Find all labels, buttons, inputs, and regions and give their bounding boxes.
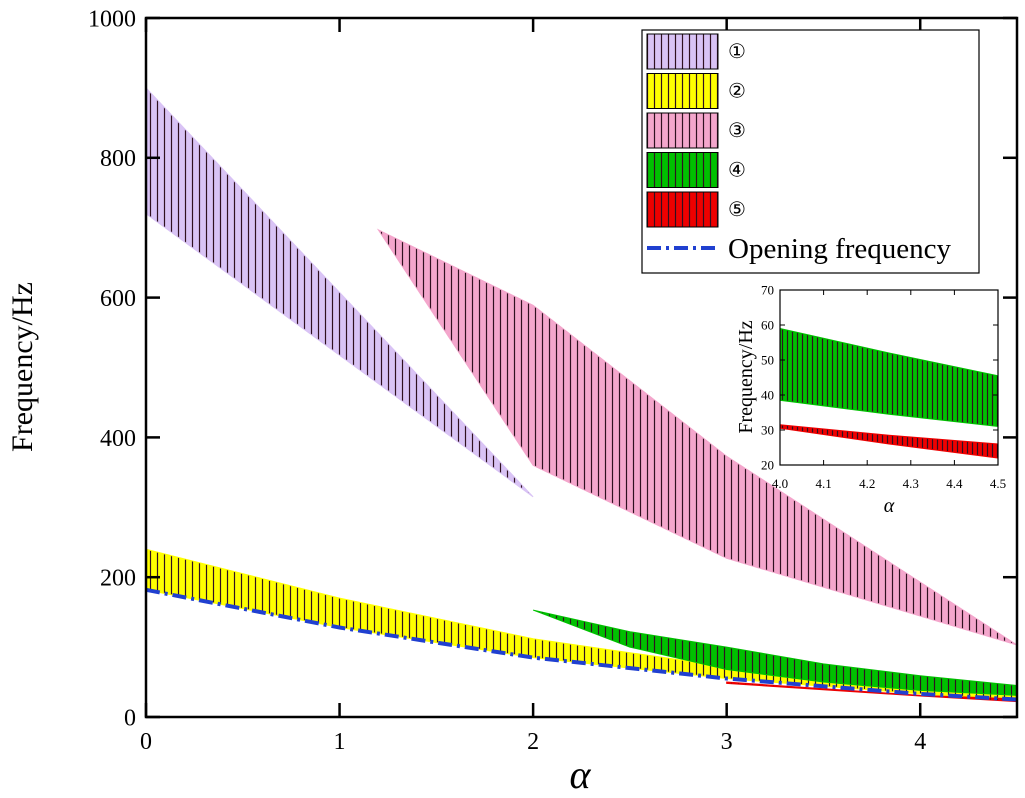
x-tick-label: 4.3 — [903, 476, 919, 491]
x-tick-label: 0 — [140, 729, 152, 755]
y-tick-label: 800 — [100, 146, 136, 172]
y-tick-label: 1000 — [88, 6, 136, 32]
x-tick-label: 1 — [334, 729, 346, 755]
legend-swatch — [646, 152, 719, 188]
y-tick-label: 20 — [761, 458, 774, 473]
x-tick-label: 4 — [914, 729, 926, 755]
y-tick-label: 70 — [761, 283, 774, 298]
legend-label: ② — [728, 81, 746, 103]
inset-chart: 4.0 4.1 4.2 4.3 4.4 4.5 20 30 40 50 60 70 Frequency/… — [735, 283, 1006, 517]
legend-box — [641, 29, 980, 274]
legend-label: Opening frequency — [728, 233, 952, 265]
y-tick-label: 40 — [761, 388, 774, 403]
inset-y-axis-label: Frequency/Hz — [735, 320, 757, 433]
y-axis-label: Frequency/Hz — [6, 282, 39, 452]
legend-label: ⑤ — [728, 199, 746, 221]
band-④ — [779, 327, 999, 428]
x-axis-label: α — [570, 752, 592, 797]
legend-label: ④ — [728, 160, 746, 182]
band-⑤ — [779, 424, 999, 459]
y-tick-label: 60 — [761, 318, 774, 333]
x-tick-label: 3 — [721, 729, 733, 755]
opening-frequency-line — [145, 587, 1018, 702]
plot-frame — [144, 16, 1019, 719]
x-tick-label: 4.0 — [772, 476, 788, 491]
inset-x-axis-label: α — [884, 495, 895, 517]
legend-label: ① — [728, 41, 746, 63]
y-tick-label: 30 — [761, 423, 774, 438]
x-tick-label: 2 — [527, 729, 539, 755]
legend-swatch — [646, 191, 719, 228]
legend-swatch — [646, 112, 719, 149]
x-tick-label: 4.2 — [859, 476, 875, 491]
legend-swatch — [646, 33, 719, 70]
y-tick-label: 600 — [100, 286, 136, 312]
y-tick-label: 50 — [761, 353, 774, 368]
legend-swatch — [646, 73, 719, 109]
x-tick-label: 4.5 — [990, 476, 1006, 491]
legend: ① ② ③ ④ ⑤ Opening frequency — [641, 29, 980, 274]
y-tick-label: 200 — [100, 566, 136, 592]
y-tick-label: 0 — [124, 705, 136, 731]
legend-label: ③ — [728, 120, 746, 142]
x-tick-label: 4.1 — [815, 476, 831, 491]
plot-frame — [779, 289, 999, 466]
x-tick-label: 4.4 — [946, 476, 963, 491]
y-tick-label: 400 — [100, 426, 136, 452]
